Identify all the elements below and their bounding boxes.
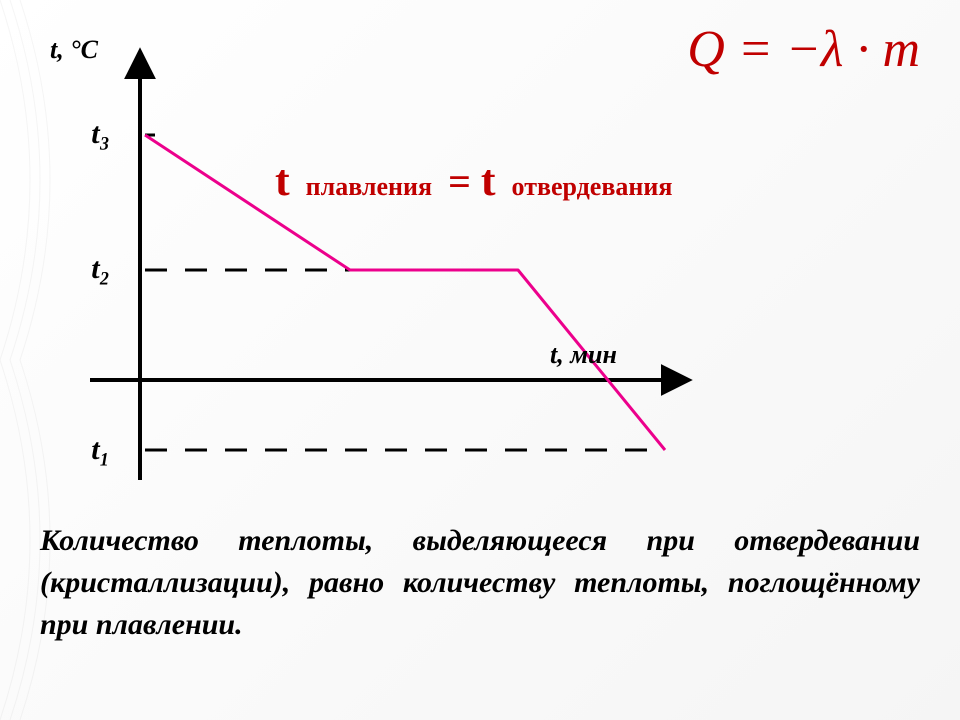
y-tick-t2: t₂ [70, 252, 110, 286]
eq-sub1: плавления [306, 172, 432, 201]
chart-svg [40, 20, 700, 480]
cooling-chart: t, °C t, мин t₃ t₂ t₁ [40, 20, 700, 480]
x-axis-label: t, мин [550, 340, 617, 370]
melting-equals-solidification: t плавления = t отвердевания [275, 155, 678, 206]
y-tick-t3: t₃ [70, 117, 110, 151]
slide-root: Q = −λ · m t, °C t, мин t₃ t₂ t₁ t плавл… [0, 0, 960, 720]
eq-t1: t [275, 156, 290, 205]
explanation-paragraph: Количество теплоты, выделяющееся при отв… [40, 520, 920, 646]
heat-formula: Q = −λ · m [687, 20, 920, 79]
eq-equals: = [448, 159, 471, 204]
eq-sub2: отвердевания [512, 172, 673, 201]
y-tick-t1: t₁ [70, 433, 110, 467]
y-axis-label: t, °C [50, 35, 98, 65]
eq-t2: t [481, 156, 496, 205]
